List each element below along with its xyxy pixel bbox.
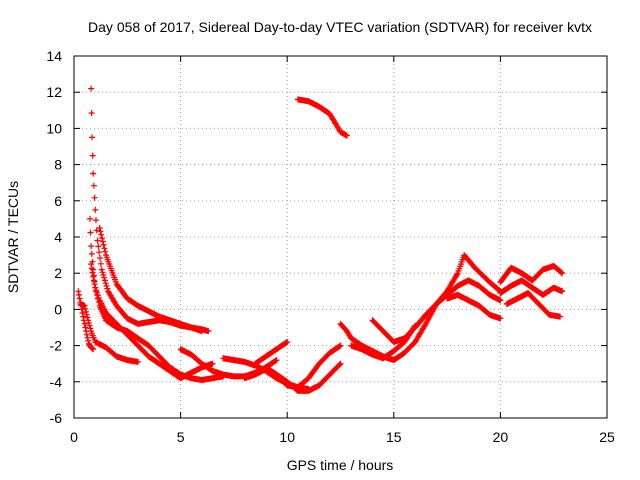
- data-point-markers: [337, 252, 504, 364]
- x-tick-label: 5: [177, 429, 185, 445]
- data-marks: [75, 85, 566, 394]
- axis-ticks: 0 5 10 15 20 25 -6 -4 -2 0 2 4 6 8 10 12 14: [46, 48, 615, 445]
- y-tick-label: 14: [46, 48, 62, 64]
- y-tick-label: 4: [54, 229, 62, 245]
- x-axis-title: GPS time / hours: [287, 457, 394, 473]
- series-sat-k: [252, 339, 291, 367]
- y-tick-label: -2: [50, 338, 63, 354]
- series-sat-b: [87, 215, 227, 383]
- y-tick-label: 8: [54, 157, 62, 173]
- y-tick-label: 6: [54, 193, 62, 209]
- data-point-markers: [444, 291, 504, 322]
- series-sat-d: [96, 224, 205, 335]
- series-sat-j: [262, 342, 344, 391]
- data-point-markers: [497, 277, 566, 298]
- series-sat-q: [497, 263, 566, 286]
- data-point-markers: [88, 85, 212, 335]
- data-point-markers: [75, 288, 97, 353]
- series-sat-r: [497, 277, 566, 298]
- series-sat-p: [444, 291, 504, 322]
- y-tick-label: 2: [54, 265, 62, 281]
- data-point-markers: [87, 215, 227, 383]
- data-point-markers: [252, 339, 291, 367]
- x-tick-label: 15: [386, 429, 402, 445]
- data-point-markers: [503, 290, 564, 320]
- series-sat-f: [75, 288, 97, 353]
- y-axis-title: SDTVAR / TECUs: [5, 181, 21, 293]
- y-tick-label: -6: [50, 410, 63, 426]
- y-tick-label: 12: [46, 84, 62, 100]
- x-tick-label: 0: [70, 429, 78, 445]
- data-point-markers: [88, 261, 216, 382]
- series-sat-m: [337, 252, 504, 364]
- data-point-markers: [294, 96, 350, 139]
- series-sat-l: [294, 96, 350, 139]
- data-point-markers: [348, 322, 419, 362]
- series-sat-s: [503, 290, 564, 320]
- data-point-markers: [497, 263, 566, 286]
- data-point-markers: [96, 224, 205, 335]
- series-sat-o: [348, 322, 419, 362]
- y-tick-label: 0: [54, 301, 62, 317]
- chart-title: Day 058 of 2017, Sidereal Day-to-day VTE…: [88, 19, 592, 35]
- y-tick-label: 10: [46, 120, 62, 136]
- series-sat-c: [88, 261, 216, 382]
- series-sat-a: [88, 85, 212, 335]
- y-tick-label: -4: [50, 374, 63, 390]
- x-tick-label: 20: [493, 429, 509, 445]
- x-tick-label: 25: [599, 429, 615, 445]
- x-tick-label: 10: [279, 429, 295, 445]
- data-point-markers: [262, 342, 344, 391]
